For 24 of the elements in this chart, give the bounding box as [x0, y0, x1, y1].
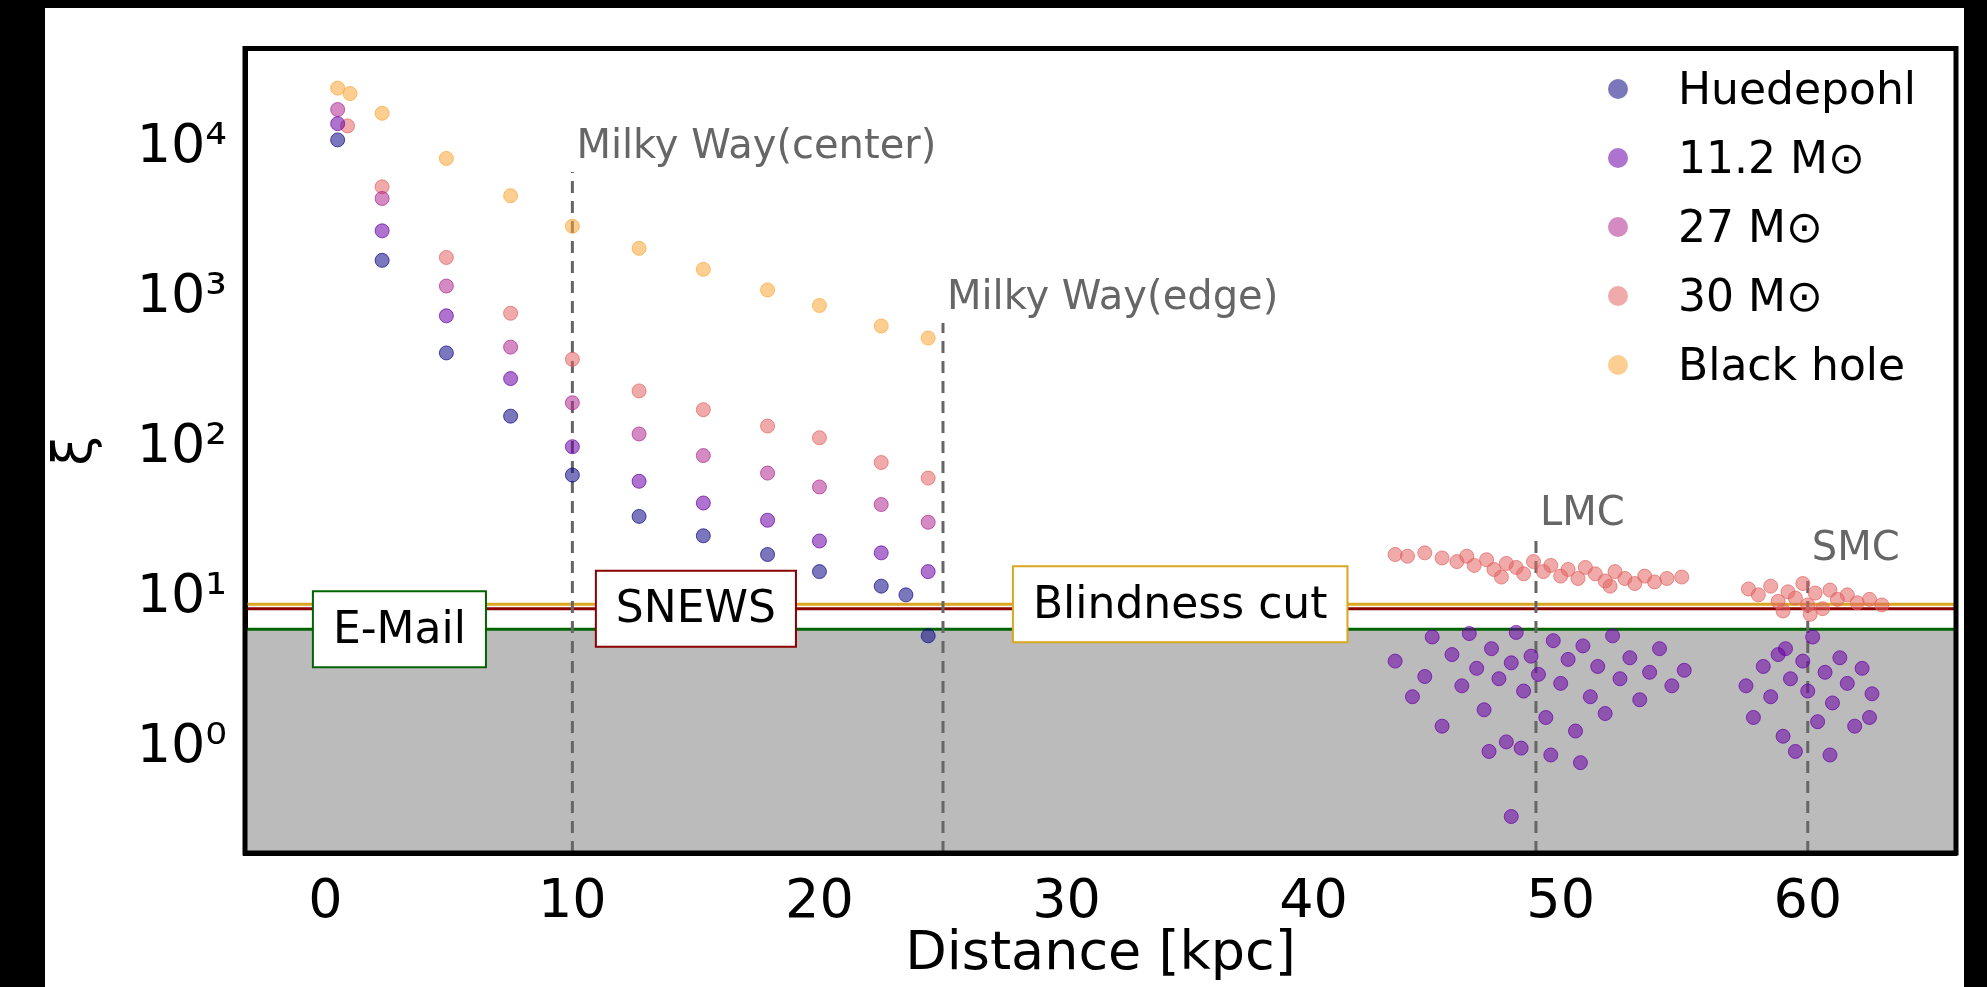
annotation: Milky Way(edge) — [946, 272, 1279, 319]
y-tick-label: 10² — [136, 412, 227, 476]
y-tick-label: 10⁴ — [136, 111, 227, 175]
annotation: E-Mail — [332, 601, 466, 653]
annotation: SNEWS — [615, 581, 776, 633]
annotation: Milky Way(center) — [576, 121, 937, 168]
legend-label: Huedepohl — [1677, 63, 1916, 115]
annotation: SMC — [1811, 522, 1900, 569]
x-tick-label: 20 — [785, 867, 854, 931]
annotation: Blindness cut — [1032, 576, 1328, 628]
x-tick-label: 60 — [1773, 867, 1843, 931]
legend-label: Black hole — [1677, 339, 1906, 391]
legend-label: 30 M⊙ — [1677, 270, 1823, 322]
y-tick-label: 10⁰ — [136, 712, 227, 776]
x-tick-label: 0 — [308, 867, 343, 931]
x-tick-label: 30 — [1032, 867, 1101, 931]
y-axis-title: ξ — [41, 435, 105, 466]
legend-label: 11.2 M⊙ — [1677, 132, 1865, 184]
y-tick-label: 10¹ — [136, 562, 227, 626]
x-tick-label: 50 — [1526, 867, 1596, 931]
annotation: LMC — [1539, 487, 1625, 534]
x-tick-label: 10 — [538, 867, 607, 931]
y-tick-label: 10³ — [136, 261, 227, 325]
legend-label: 27 M⊙ — [1677, 201, 1823, 253]
